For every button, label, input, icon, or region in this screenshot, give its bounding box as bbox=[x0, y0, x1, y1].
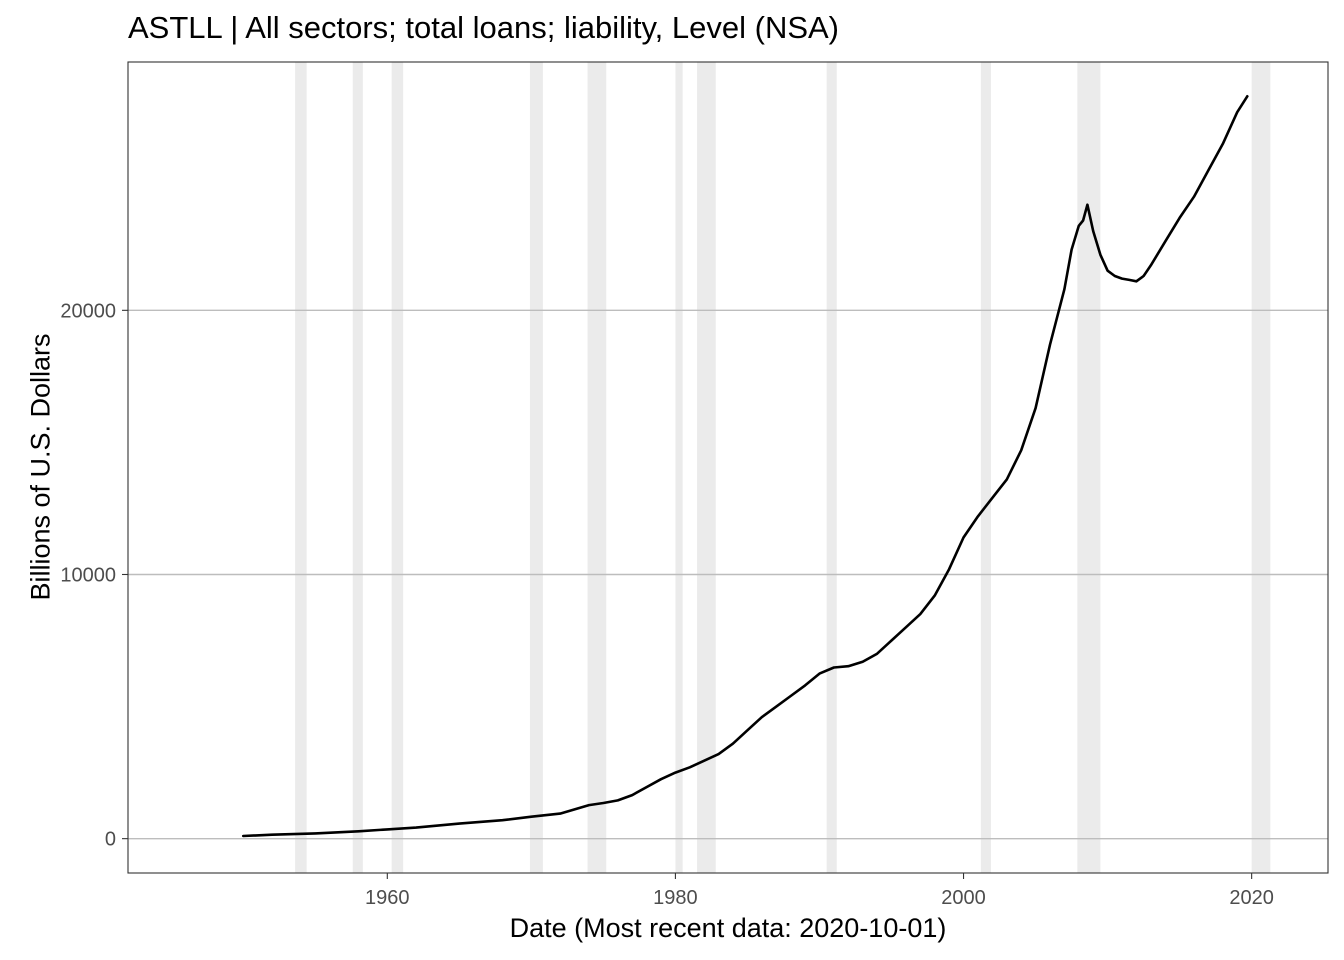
recession-band bbox=[1077, 62, 1101, 873]
recession-band bbox=[675, 62, 683, 873]
recession-band bbox=[1251, 62, 1271, 873]
chart-title: ASTLL | All sectors; total loans; liabil… bbox=[128, 10, 840, 45]
series-line bbox=[241, 95, 1249, 838]
y-axis-title: Billions of U.S. Dollars bbox=[25, 333, 56, 601]
x-tick-label: 1960 bbox=[365, 887, 410, 909]
y-tick-label: 20000 bbox=[60, 300, 116, 322]
recession-band bbox=[826, 62, 837, 873]
gridlines bbox=[128, 309, 1328, 840]
x-tick-label: 1980 bbox=[653, 887, 698, 909]
recession-band bbox=[529, 62, 543, 873]
y-axis: 0 10000 20000 bbox=[60, 300, 128, 851]
x-axis: 1960 1980 2000 2020 bbox=[365, 873, 1274, 909]
panel-border bbox=[127, 61, 1329, 874]
x-axis-title: Date (Most recent data: 2020-10-01) bbox=[509, 913, 947, 943]
recession-band bbox=[587, 62, 607, 873]
recession-band bbox=[391, 62, 404, 873]
recession-bands bbox=[295, 62, 1271, 873]
x-tick-label: 2020 bbox=[1229, 887, 1274, 909]
recession-band bbox=[352, 62, 363, 873]
x-tick-label: 2000 bbox=[941, 887, 986, 909]
y-tick-label: 0 bbox=[105, 829, 116, 851]
y-tick-label: 10000 bbox=[60, 564, 116, 586]
recession-band bbox=[295, 62, 307, 873]
recession-band bbox=[697, 62, 716, 873]
recession-band bbox=[980, 62, 991, 873]
